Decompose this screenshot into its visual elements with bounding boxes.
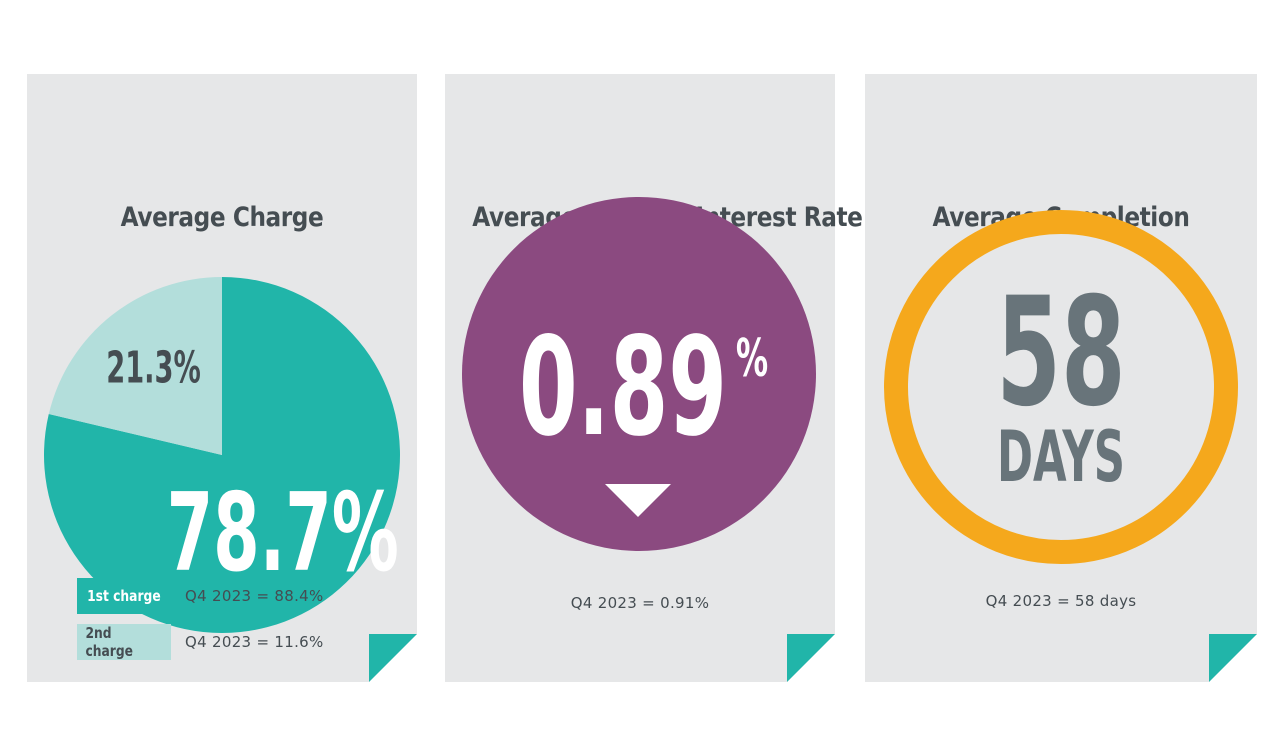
pie-label-first-charge: 78.7%	[167, 471, 399, 596]
interest-rate-unit: %	[736, 329, 768, 389]
average-charge-card: Average Charge 78.7% 21.3% 1st charge Q4 …	[27, 74, 417, 682]
completion-previous-value: Q4 2023 = 58 days	[985, 592, 1137, 610]
completion-value: 58	[996, 266, 1125, 440]
corner-fold-icon	[1209, 634, 1257, 682]
completion-ring	[884, 210, 1238, 564]
corner-fold-icon	[369, 634, 417, 682]
legend-second-charge: 2nd charge Q4 2023 = 11.6%	[77, 624, 324, 660]
second-charge-swatch: 2nd charge	[77, 624, 171, 660]
interest-rate-value: 0.89	[519, 308, 727, 467]
interest-rate-graphic: 0.89 %	[462, 197, 816, 551]
average-charge-pie-chart: 78.7% 21.3%	[44, 277, 401, 634]
average-interest-rate-card: Average Monthly Interest Rate 0.89 % Q4 …	[445, 74, 863, 682]
interest-rate-circle	[462, 197, 816, 551]
down-arrow-icon	[605, 484, 671, 517]
second-charge-previous-value: Q4 2023 = 11.6%	[185, 633, 324, 651]
average-charge-title: Average Charge	[120, 202, 324, 233]
interest-rate-previous-value: Q4 2023 = 0.91%	[570, 594, 710, 612]
completion-graphic: 58 DAYS	[884, 210, 1238, 564]
corner-fold-icon	[787, 634, 835, 682]
average-completion-card: Average Completion 58 DAYS Q4 2023 = 58 …	[865, 74, 1257, 682]
legend-first-charge: 1st charge Q4 2023 = 88.4%	[77, 578, 324, 614]
second-charge-label: 2nd charge	[85, 624, 134, 660]
first-charge-previous-value: Q4 2023 = 88.4%	[185, 587, 324, 605]
completion-unit: DAYS	[997, 416, 1125, 498]
first-charge-swatch: 1st charge	[77, 578, 171, 614]
pie-slice-second-charge	[48, 277, 222, 455]
pie-label-second-charge: 21.3%	[106, 342, 201, 394]
pie-slice-first-charge	[44, 277, 401, 634]
first-charge-label: 1st charge	[87, 587, 161, 605]
